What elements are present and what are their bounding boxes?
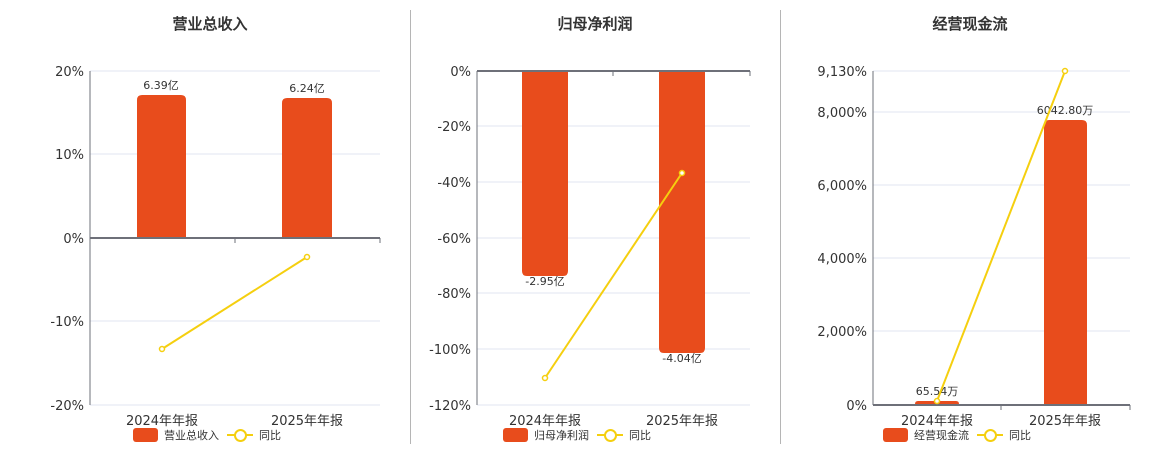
y-tick: -100% [429,343,471,358]
gridlines [477,125,750,406]
legend-line-label[interactable]: 同比 [1009,429,1031,442]
legend-bar-swatch[interactable] [883,428,908,442]
legend-bar-swatch[interactable] [503,428,528,442]
gridlines [90,70,380,406]
bar-2025[interactable] [659,71,705,353]
x-label: 2025年年报 [1029,414,1101,429]
x-label: 2025年年报 [271,414,343,429]
bar-2025[interactable] [282,98,332,238]
bar-label: -4.04亿 [662,352,701,365]
chart-revenue: 营业总收入 20% 10% 0% -10% -20% 6.39亿 6.24亿 2… [0,0,410,450]
y-tick: 0% [450,65,471,80]
divider [410,10,411,444]
yoy-point[interactable] [158,345,166,353]
legend: 营业总收入 同比 [133,427,281,443]
y-tick: -80% [437,287,471,302]
y-tick: 20% [55,65,84,80]
legend: 归母净利润 同比 [503,427,651,443]
x-label: 2024年年报 [509,414,581,429]
chart-title: 经营现金流 [932,15,1008,33]
y-tick: 0% [63,232,84,247]
y-tick: -40% [437,176,471,191]
yoy-line [544,172,683,379]
legend: 经营现金流 同比 [883,427,1031,443]
chart-net-profit-plot: 0% -20% -40% -60% -80% -100% -120% -2.95… [429,65,751,429]
bar-label: 65.54万 [916,385,959,398]
chart-title: 归母净利润 [557,15,633,33]
legend-line-icon[interactable] [597,428,623,442]
x-label: 2025年年报 [646,414,718,429]
y-tick: 4,000% [817,252,867,267]
y-tick: -20% [437,120,471,135]
y-tick: 10% [55,148,84,163]
yoy-point[interactable] [541,374,549,382]
bar-2024[interactable] [522,71,568,276]
yoy-point[interactable] [1061,67,1069,75]
legend-bar-swatch[interactable] [133,428,158,442]
chart-title: 营业总收入 [172,15,248,33]
yoy-point[interactable] [678,169,686,177]
legend-bar-label[interactable]: 经营现金流 [914,429,969,442]
divider [780,10,781,444]
y-tick: -20% [50,399,84,414]
legend-bar-label[interactable]: 营业总收入 [164,429,219,442]
x-label: 2024年年报 [126,414,198,429]
yoy-point[interactable] [303,253,311,261]
y-tick: 6,000% [817,179,867,194]
bar-label: 6.24亿 [289,82,325,95]
yoy-line [936,70,1066,402]
chart-net-profit: 归母净利润 0% -20% -40% -60% -80% -100% -120% [410,0,780,450]
bar-label: 6042.80万 [1037,104,1094,117]
yoy-line [161,256,308,350]
x-label: 2024年年报 [901,414,973,429]
legend-line-icon[interactable] [977,428,1003,442]
yoy-point[interactable] [933,397,941,405]
legend-line-label[interactable]: 同比 [259,429,281,442]
legend-line-icon[interactable] [227,428,253,442]
y-tick: -10% [50,315,84,330]
y-tick: 8,000% [817,106,867,121]
y-tick: -60% [437,232,471,247]
chart-revenue-plot: 20% 10% 0% -10% -20% 6.39亿 6.24亿 2024年年报… [50,65,381,429]
bar-2025[interactable] [1044,120,1087,405]
chart-operating-cashflow: 经营现金流 9,130% 8,000% 6,000% 4,000% 2,000%… [780,0,1160,450]
bar-label: -2.95亿 [525,275,564,288]
chart-cashflow-plot: 9,130% 8,000% 6,000% 4,000% 2,000% 0% 65… [817,65,1131,429]
y-tick: 9,130% [817,65,867,80]
y-tick: 2,000% [817,325,867,340]
y-tick: 0% [846,399,867,414]
legend-bar-label[interactable]: 归母净利润 [534,429,589,442]
gridlines [873,70,1130,332]
bar-2024[interactable] [137,95,186,238]
legend-line-label[interactable]: 同比 [629,429,651,442]
bar-label: 6.39亿 [143,79,179,92]
y-tick: -120% [429,399,471,414]
